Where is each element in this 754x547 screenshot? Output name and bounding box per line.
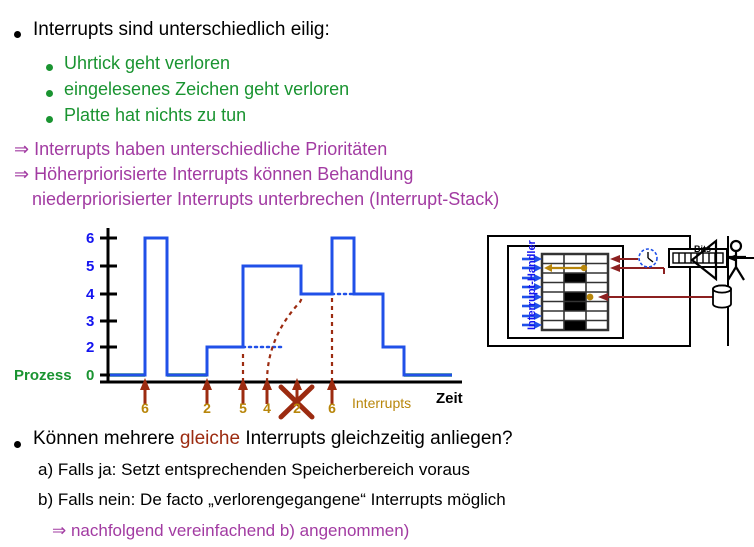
table-cell-filled xyxy=(564,273,586,283)
question-text: Können mehrere gleiche Interrupts gleich… xyxy=(33,428,513,450)
interrupt-label-5-struck: 2 xyxy=(293,400,301,416)
handler-boundary xyxy=(507,245,624,339)
y-tick-label-4: 4 xyxy=(86,286,95,303)
implication-line-1: ⇒ Interrupts haben unterschiedliche Prio… xyxy=(14,138,387,161)
sub-bullet-row-3: Platte hat nichts zu tun xyxy=(46,104,246,129)
bullet-dot-icon xyxy=(14,428,21,454)
hw-diagram-svg xyxy=(487,235,754,347)
interrupt-vector-table xyxy=(540,252,610,332)
interrupt-handler-label: Interrupt-Handler xyxy=(526,240,538,330)
interrupts-caption: Interrupts xyxy=(352,395,412,411)
implication-text: Höherpriorisierte Interrupts können Beha… xyxy=(34,164,414,184)
question-pre: Können mehrere xyxy=(33,428,180,449)
terminal-icon xyxy=(690,238,718,282)
bullet-dot-icon xyxy=(46,104,53,129)
mask-range-arrow xyxy=(544,264,588,272)
y-tick-label-0: 0 xyxy=(86,367,95,384)
question-highlight: gleiche xyxy=(179,428,241,449)
priority-step-curve xyxy=(110,236,452,377)
y-tick-label-6: 6 xyxy=(86,230,95,247)
implication-line-2: ⇒ Höherpriorisierte Interrupts können Be… xyxy=(14,163,413,186)
disk-icon xyxy=(712,284,732,309)
signal-lines xyxy=(598,255,714,301)
interrupt-arrow-6 xyxy=(327,378,337,404)
bullet-dot-icon xyxy=(46,78,53,103)
interrupt-arrow-1 xyxy=(140,378,150,404)
interrupt-label-2: 2 xyxy=(203,400,211,416)
implication-continuation: niederpriorisierter Interrupts unterbrec… xyxy=(32,189,500,209)
table-cell-filled xyxy=(564,320,586,330)
table-cell-filled xyxy=(564,302,586,312)
interrupt-line-arrows xyxy=(522,255,542,329)
question-bullet-row: Können mehrere gleiche Interrupts gleich… xyxy=(14,428,513,454)
interrupt-arrow-4 xyxy=(262,378,272,404)
conclusion-text: ⇒ nachfolgend vereinfachend b) angenomme… xyxy=(52,521,410,540)
option-a: a) Falls ja: Setzt entsprechenden Speich… xyxy=(38,460,470,479)
implication-text: Interrupts haben unterschiedliche Priori… xyxy=(34,139,388,159)
option-b: b) Falls nein: De facto „verlorengegange… xyxy=(38,490,506,509)
sub-bullet-text: Platte hat nichts zu tun xyxy=(64,105,247,125)
bits-label: Bits xyxy=(694,244,712,254)
sub-bullet-row-1: Uhrtick geht verloren xyxy=(46,52,230,77)
sub-bullet-text: eingelesenes Zeichen geht verloren xyxy=(64,79,350,99)
y-tick-label-2: 2 xyxy=(86,339,95,356)
process-priority-chart: 6 5 4 3 2 0 Prozess Zeit Interrupts 6 2 … xyxy=(0,222,480,422)
main-bullet-text: Interrupts sind unterschiedlich eilig: xyxy=(33,19,330,40)
lost-interrupt-x-icon xyxy=(278,384,315,420)
user-terminal-group xyxy=(690,238,746,282)
implies-arrow-icon: ⇒ xyxy=(14,164,30,184)
bullet-dot-icon xyxy=(46,52,53,77)
interrupt-hardware-diagram: Interrupt-Handler Bits xyxy=(486,232,754,352)
y-tick-label-3: 3 xyxy=(86,313,95,330)
system-boundary xyxy=(487,235,691,347)
time-axis-label: Zeit xyxy=(436,390,463,407)
person-icon xyxy=(726,239,746,281)
active-interrupt-dot xyxy=(586,293,594,301)
sub-bullet-text: Uhrtick geht verloren xyxy=(64,53,231,73)
question-post: Interrupts gleichzeitig anliegen? xyxy=(240,428,513,449)
interrupt-arrow-3 xyxy=(238,378,248,404)
chart-svg xyxy=(100,228,462,420)
pending-curve-4 xyxy=(265,295,304,383)
sub-bullet-row-2: eingelesenes Zeichen geht verloren xyxy=(46,78,349,103)
y-tick-label-5: 5 xyxy=(86,258,95,275)
interrupt-arrow-2 xyxy=(202,378,212,404)
interrupt-label-4: 4 xyxy=(263,400,271,416)
table-cell-filled xyxy=(564,292,586,302)
interrupt-label-3: 5 xyxy=(239,400,247,416)
process-axis-label: Prozess xyxy=(14,367,72,384)
main-bullet-row: Interrupts sind unterschiedlich eilig: xyxy=(14,18,330,44)
interrupt-label-6: 6 xyxy=(328,400,336,416)
bullet-dot-icon xyxy=(14,18,21,44)
clock-icon xyxy=(638,248,658,268)
interrupt-label-1: 6 xyxy=(141,400,149,416)
implies-arrow-icon: ⇒ xyxy=(14,139,30,159)
